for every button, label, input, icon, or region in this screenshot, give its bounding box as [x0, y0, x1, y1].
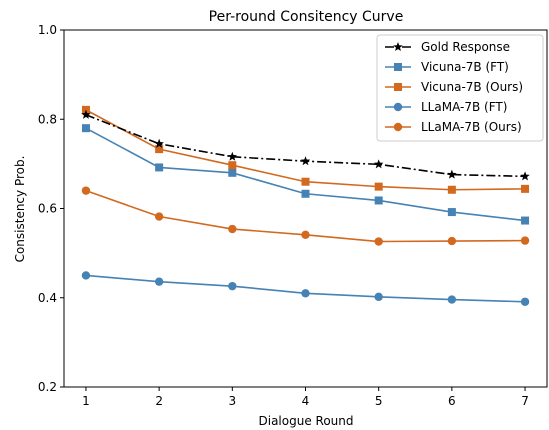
- data-point: [374, 182, 383, 191]
- data-point: [447, 295, 457, 304]
- y-axis-label: Consistency Prob.: [13, 156, 27, 263]
- data-point: [81, 271, 91, 280]
- y-tick-label: 0.4: [38, 291, 57, 305]
- chart-title: Per-round Consitency Curve: [209, 9, 404, 25]
- legend-label: LLaMA-7B (FT): [421, 100, 507, 114]
- data-point: [154, 277, 164, 286]
- data-point: [447, 185, 456, 194]
- x-tick-label: 1: [82, 394, 90, 408]
- data-point: [520, 236, 530, 245]
- data-point: [228, 161, 237, 170]
- data-point: [300, 156, 311, 166]
- legend-label: Gold Response: [421, 40, 510, 54]
- data-point: [227, 151, 238, 161]
- legend-marker: [393, 102, 403, 112]
- legend-marker: [393, 122, 403, 132]
- legend-marker: [393, 42, 403, 52]
- x-tick-label: 3: [228, 394, 236, 408]
- data-point: [228, 168, 237, 177]
- data-point: [81, 186, 91, 195]
- legend-marker: [394, 63, 402, 71]
- data-point: [301, 289, 310, 298]
- y-tick-label: 0.2: [38, 380, 57, 394]
- data-point: [447, 169, 457, 179]
- data-point: [228, 224, 237, 234]
- legend-label: Vicuna-7B (FT): [421, 60, 509, 74]
- data-point: [520, 171, 530, 181]
- legend: Gold Response Vicuna-7B (FT) Vicuna-7B (Ou…: [376, 34, 544, 142]
- data-point: [301, 189, 310, 198]
- data-point: [228, 281, 237, 291]
- x-tick-label: 4: [302, 394, 310, 408]
- data-point: [374, 237, 383, 246]
- legend-label: LLaMA-7B (Ours): [421, 120, 522, 134]
- y-tick-label: 0.6: [38, 202, 57, 216]
- data-point: [374, 196, 383, 205]
- legend-label: Vicuna-7B (Ours): [421, 80, 523, 94]
- data-point: [301, 230, 310, 240]
- data-point: [154, 212, 164, 221]
- legend-marker: [394, 83, 402, 91]
- data-point: [447, 236, 457, 246]
- data-point: [373, 159, 384, 169]
- y-tick-label: 1.0: [38, 23, 57, 37]
- series-line: [85, 274, 526, 303]
- data-point: [81, 109, 91, 119]
- data-point: [447, 208, 456, 217]
- x-axis-label: Dialogue Round: [259, 414, 354, 428]
- data-point: [155, 145, 164, 154]
- plot-area: [81, 105, 530, 306]
- y-tick-label: 0.8: [38, 112, 57, 126]
- data-point: [520, 297, 530, 306]
- data-point: [301, 177, 310, 186]
- data-point: [374, 292, 383, 302]
- x-tick-label: 2: [155, 394, 163, 408]
- data-point: [521, 184, 530, 193]
- legend-box: [376, 34, 544, 142]
- data-point: [154, 138, 164, 148]
- data-point: [521, 216, 530, 225]
- x-tick-label: 7: [521, 394, 529, 408]
- data-point: [155, 163, 164, 172]
- x-tick-label: 6: [448, 394, 456, 408]
- x-tick-label: 5: [375, 394, 383, 408]
- data-point: [81, 124, 90, 133]
